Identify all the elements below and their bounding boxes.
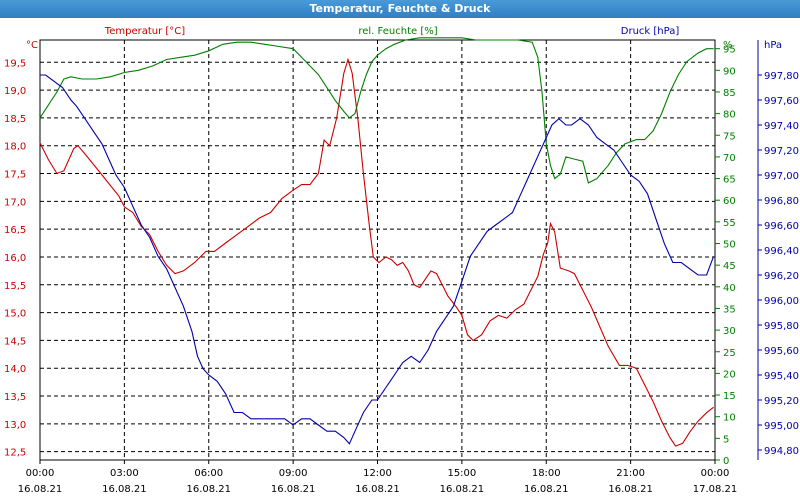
pressure-tick-label: 994,80 (764, 446, 799, 457)
humidity-tick-label: 0 (723, 456, 729, 467)
axes-layer: 12,5 13,0 13,5 14,0 14,5 15,0 15,5 16,0 16,5 17,0… (4, 26, 799, 495)
humidity-tick-label: 70 (723, 153, 736, 164)
pressure-tick-label: 995,80 (764, 321, 799, 332)
humidity-axis-title: rel. Feuchte [%] (358, 26, 437, 37)
pressure-tick-label: 996,40 (764, 246, 799, 257)
pressure-tick-label: 995,00 (764, 421, 799, 432)
x-tick-time-label: 00:00 (701, 468, 730, 479)
humidity-tick-label: 55 (723, 218, 736, 229)
pressure-tick-label: 997,20 (764, 146, 799, 157)
humidity-tick-label: 45 (723, 261, 736, 272)
pressure-axis-title: Druck [hPa] (621, 26, 680, 37)
x-tick-time-label: 12:00 (363, 468, 392, 479)
humidity-unit-label: % (723, 40, 733, 51)
temperature-tick-label: 15,0 (4, 309, 26, 320)
temperature-tick-label: 14,5 (4, 336, 26, 347)
x-tick-date-label: 16.08.21 (18, 484, 63, 495)
humidity-tick-label: 60 (723, 196, 736, 207)
humidity-tick-label: 85 (723, 88, 736, 99)
series-line-temperature (39, 57, 714, 447)
humidity-tick-label: 35 (723, 304, 736, 315)
temperature-tick-label: 18,0 (4, 142, 26, 153)
temperature-tick-label: 18,5 (4, 114, 26, 125)
x-tick-time-label: 18:00 (532, 468, 561, 479)
pressure-tick-label: 997,00 (764, 171, 799, 182)
x-tick-time-label: 06:00 (194, 468, 223, 479)
humidity-tick-label: 75 (723, 131, 736, 142)
temperature-tick-label: 16,5 (4, 225, 26, 236)
pressure-tick-label: 997,80 (764, 71, 799, 82)
humidity-tick-label: 20 (723, 369, 736, 380)
temperature-tick-label: 17,5 (4, 170, 26, 181)
humidity-tick-label: 50 (723, 240, 736, 251)
temperature-tick-label: 12,5 (4, 448, 26, 459)
humidity-tick-label: 30 (723, 326, 736, 337)
series-line-pressure (40, 74, 715, 445)
pressure-unit-label: hPa (764, 40, 782, 51)
humidity-tick-label: 65 (723, 175, 736, 186)
pressure-tick-label: 996,60 (764, 221, 799, 232)
temperature-axis-title: Temperatur [°C] (104, 26, 185, 37)
x-tick-date-label: 17.08.21 (693, 484, 738, 495)
humidity-tick-label: 95 (723, 45, 736, 56)
humidity-tick-label: 10 (723, 413, 736, 424)
pressure-tick-label: 996,20 (764, 271, 799, 282)
temperature-tick-label: 17,0 (4, 197, 26, 208)
grid (39, 39, 716, 461)
x-tick-date-label: 16.08.21 (102, 484, 147, 495)
x-tick-date-label: 16.08.21 (186, 484, 231, 495)
x-tick-date-label: 16.08.21 (440, 484, 485, 495)
pressure-tick-label: 997,60 (764, 96, 799, 107)
pressure-tick-label: 995,60 (764, 346, 799, 357)
temperature-tick-label: 19,5 (4, 58, 26, 69)
temperature-tick-label: 16,0 (4, 253, 26, 264)
humidity-tick-label: 5 (723, 434, 729, 445)
x-tick-time-label: 15:00 (447, 468, 476, 479)
series-layer (39, 37, 715, 447)
chart-title: Temperatur, Feuchte & Druck (0, 0, 800, 18)
x-tick-date-label: 16.08.21 (271, 484, 316, 495)
x-tick-date-label: 16.08.21 (608, 484, 653, 495)
humidity-tick-label: 40 (723, 283, 736, 294)
x-tick-date-label: 16.08.21 (524, 484, 569, 495)
humidity-tick-label: 90 (723, 66, 736, 77)
x-tick-time-label: 09:00 (279, 468, 308, 479)
temperature-tick-label: 15,5 (4, 281, 26, 292)
temperature-tick-label: 13,5 (4, 392, 26, 403)
pressure-tick-label: 995,40 (764, 371, 799, 382)
temperature-unit-label: °C (26, 40, 38, 51)
pressure-tick-label: 996,00 (764, 296, 799, 307)
x-tick-time-label: 21:00 (616, 468, 645, 479)
pressure-tick-label: 997,40 (764, 121, 799, 132)
series-line-humidity (39, 37, 714, 184)
pressure-tick-label: 995,20 (764, 396, 799, 407)
humidity-tick-label: 25 (723, 348, 736, 359)
pressure-tick-label: 996,80 (764, 196, 799, 207)
temperature-tick-label: 19,0 (4, 86, 26, 97)
x-tick-time-label: 03:00 (110, 468, 139, 479)
humidity-tick-label: 15 (723, 391, 736, 402)
temperature-tick-label: 13,0 (4, 420, 26, 431)
temperature-tick-label: 14,0 (4, 364, 26, 375)
humidity-tick-label: 80 (723, 110, 736, 121)
x-tick-time-label: 00:00 (26, 468, 55, 479)
x-tick-date-label: 16.08.21 (355, 484, 400, 495)
